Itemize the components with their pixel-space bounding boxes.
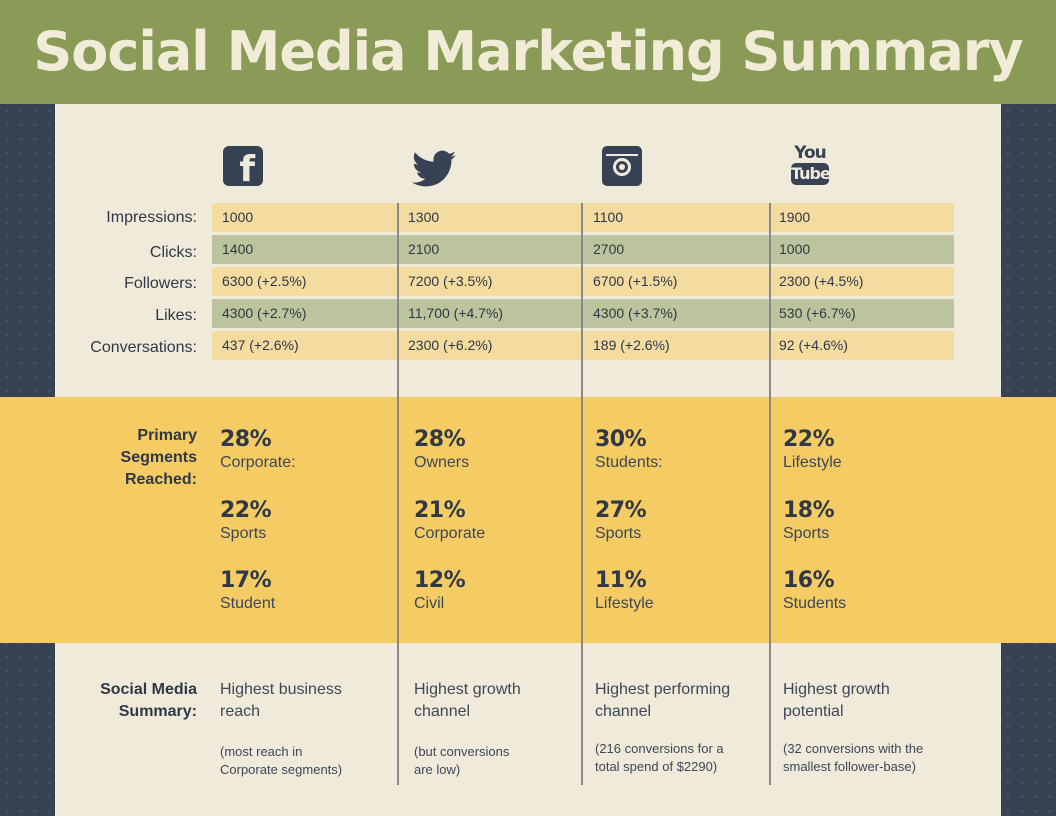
summary-panel bbox=[55, 643, 1001, 816]
table-row: 4300 (+2.7%) 11,700 (+4.7%) 4300 (+3.7%)… bbox=[212, 299, 954, 328]
table-cell: 1400 bbox=[222, 241, 254, 257]
segment-item: 12% Civil bbox=[414, 568, 466, 612]
segment-item: 28% Owners bbox=[414, 427, 470, 471]
table-cell: 1300 bbox=[408, 209, 440, 225]
summary-text: Highest business reach bbox=[220, 681, 342, 720]
segment-item: 17% Student bbox=[220, 568, 276, 612]
table-row: 1400 2100 2700 1000 bbox=[212, 235, 954, 264]
youtube-icon: You Tube bbox=[790, 143, 831, 186]
summary-label: Social Media Summary: bbox=[100, 681, 197, 720]
column-divider bbox=[769, 203, 771, 785]
segment-item: 16% Students bbox=[783, 568, 847, 612]
row-label-clicks: Clicks: bbox=[149, 244, 197, 261]
table-cell: 1000 bbox=[779, 241, 811, 257]
table-cell: 1900 bbox=[779, 209, 811, 225]
row-label-followers: Followers: bbox=[124, 275, 197, 292]
segments-label: Primary Segments Reached: bbox=[120, 427, 197, 488]
segment-item: 30% Students: bbox=[595, 427, 663, 471]
table-cell: 92 (+4.6%) bbox=[779, 337, 848, 353]
column-divider bbox=[397, 203, 399, 785]
table-cell: 2300 (+6.2%) bbox=[408, 337, 493, 353]
row-label-conversations: Conversations: bbox=[90, 339, 197, 356]
facebook-icon: f bbox=[223, 146, 263, 190]
summary-note: (most reach in Corporate segments) bbox=[220, 744, 343, 777]
facebook-logo-letter: f bbox=[239, 149, 255, 190]
youtube-logo-tube: Tube bbox=[791, 163, 831, 185]
page-title: Social Media Marketing Summary bbox=[33, 20, 1023, 83]
column-divider bbox=[581, 203, 583, 785]
table-row: 6300 (+2.5%) 7200 (+3.5%) 6700 (+1.5%) 2… bbox=[212, 267, 954, 296]
table-row: 437 (+2.6%) 2300 (+6.2%) 189 (+2.6%) 92 … bbox=[212, 331, 954, 360]
table-cell: 2700 bbox=[593, 241, 625, 257]
table-cell: 437 (+2.6%) bbox=[222, 337, 299, 353]
segment-item: 11% Lifestyle bbox=[595, 568, 654, 612]
table-cell: 2300 (+4.5%) bbox=[779, 273, 864, 289]
table-cell: 6300 (+2.5%) bbox=[222, 273, 307, 289]
row-label-likes: Likes: bbox=[155, 307, 197, 324]
summary-note: (but conversions are low) bbox=[414, 744, 510, 777]
summary-text: Highest growth potential bbox=[783, 681, 890, 720]
table-cell: 2100 bbox=[408, 241, 440, 257]
segment-item: 18% Sports bbox=[783, 498, 835, 542]
summary-note: (32 conversions with the smallest follow… bbox=[783, 741, 924, 774]
table-cell: 6700 (+1.5%) bbox=[593, 273, 678, 289]
segment-item: 27% Sports bbox=[595, 498, 647, 542]
table-cell: 530 (+6.7%) bbox=[779, 305, 856, 321]
summary-text: Highest performing channel bbox=[595, 681, 731, 720]
instagram-icon bbox=[602, 146, 642, 186]
segment-item: 22% Sports bbox=[220, 498, 272, 542]
table-cell: 189 (+2.6%) bbox=[593, 337, 670, 353]
table-row: 1000 1300 1100 1900 bbox=[212, 203, 954, 232]
row-label-impressions: Impressions: bbox=[106, 209, 197, 226]
segment-item: 28% Corporate: bbox=[220, 427, 296, 471]
table-cell: 7200 (+3.5%) bbox=[408, 273, 493, 289]
table-cell: 1000 bbox=[222, 209, 254, 225]
youtube-logo-you: You bbox=[794, 143, 827, 163]
segments-band bbox=[0, 397, 1056, 643]
summary-note: (216 conversions for a total spend of $2… bbox=[595, 741, 724, 774]
twitter-icon bbox=[412, 150, 456, 187]
summary-text: Highest growth channel bbox=[414, 681, 521, 720]
segment-item: 21% Corporate bbox=[414, 498, 486, 542]
header-banner: Social Media Marketing Summary bbox=[0, 0, 1056, 104]
table-cell: 4300 (+2.7%) bbox=[222, 305, 307, 321]
segment-item: 22% Lifestyle bbox=[783, 427, 842, 471]
table-cell: 11,700 (+4.7%) bbox=[408, 305, 504, 321]
table-cell: 1100 bbox=[593, 209, 624, 225]
table-cell: 4300 (+3.7%) bbox=[593, 305, 678, 321]
